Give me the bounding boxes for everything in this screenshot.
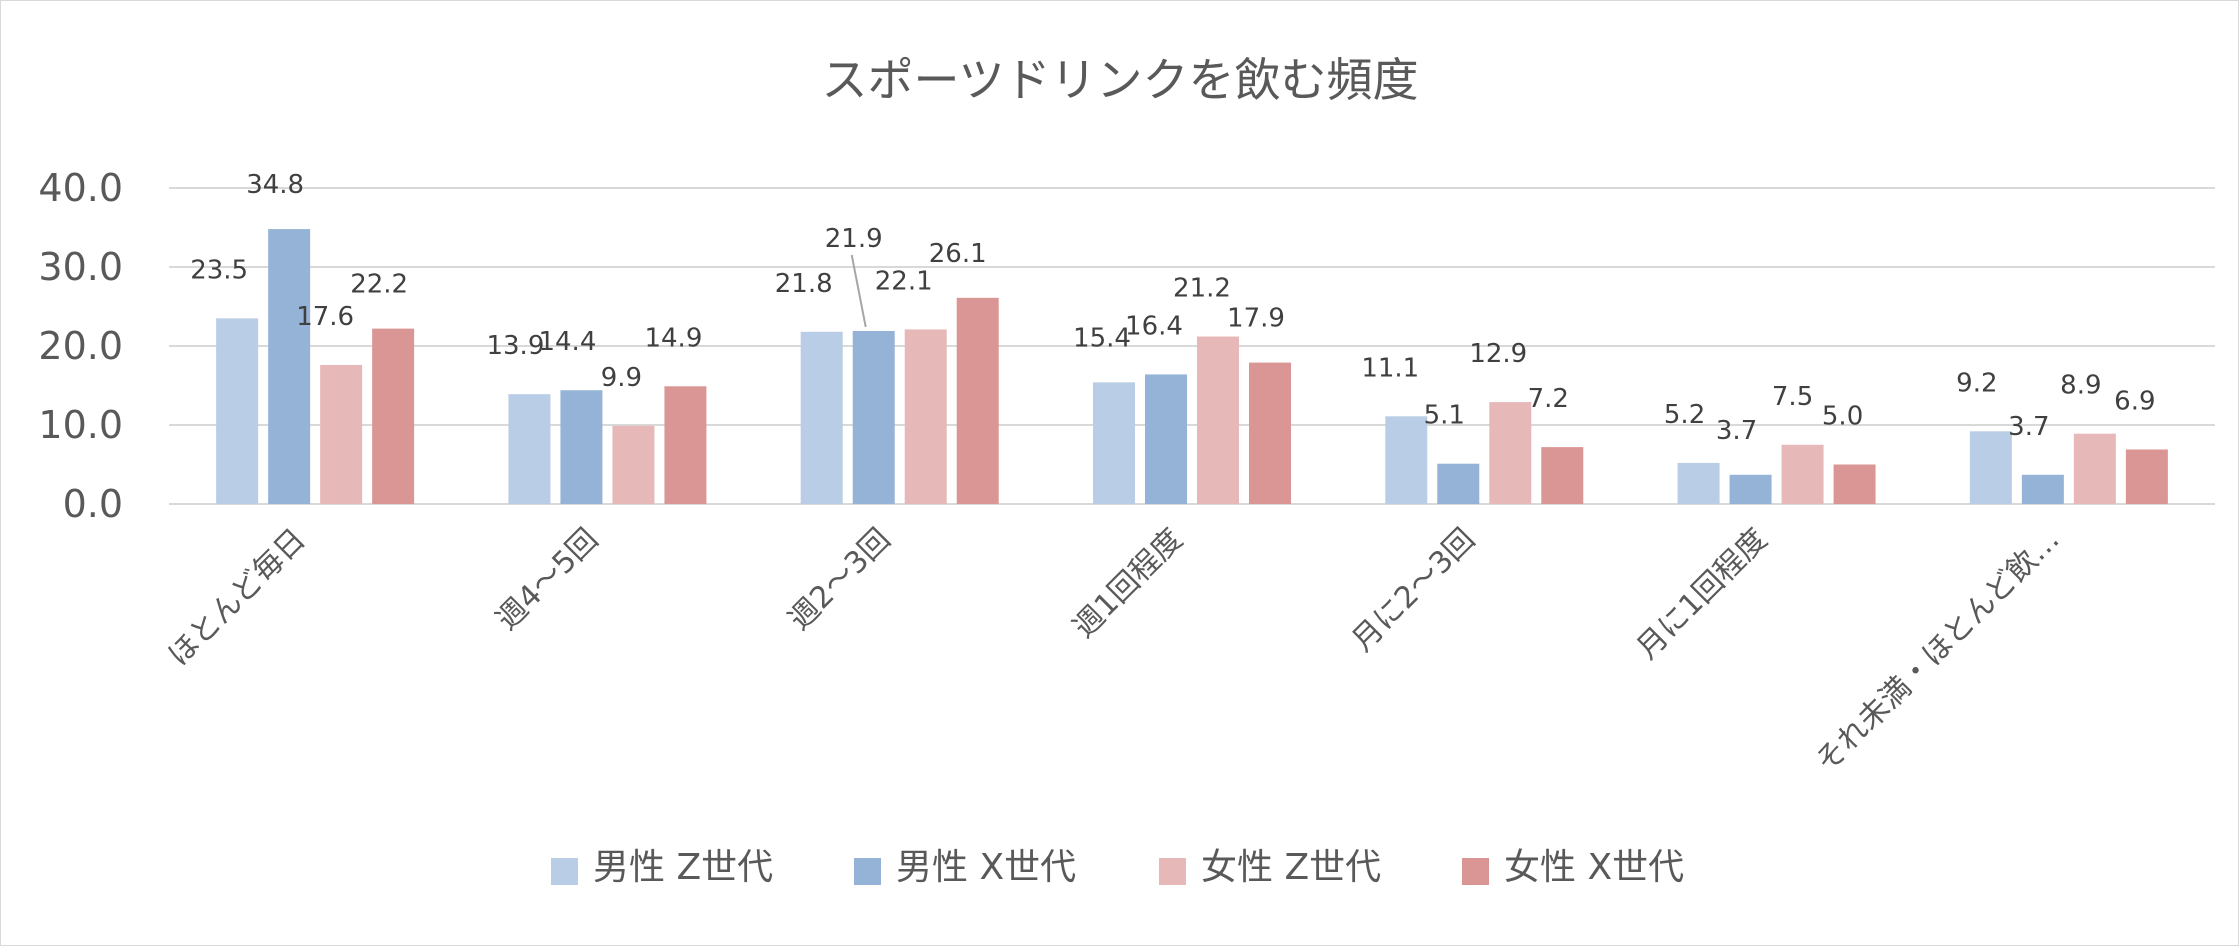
- bar: [1249, 362, 1291, 504]
- data-label: 14.9: [644, 323, 702, 353]
- legend-item: 男性 X世代: [854, 847, 1076, 888]
- gridlines: [169, 187, 2215, 505]
- bar: [2125, 449, 2168, 504]
- bar: [1729, 474, 1772, 504]
- data-labels: 23.5 34.8 17.622.2 13.914.49.914.9 21.8 21.9 2…: [190, 170, 2155, 446]
- legend-item: 女性 X世代: [1462, 847, 1684, 888]
- data-label: 26.1: [929, 239, 987, 269]
- data-label: 13.9: [486, 331, 544, 361]
- data-label: 7.5: [1772, 382, 1813, 412]
- data-label: 14.4: [538, 327, 596, 357]
- x-axis-ticks: ほとんど毎日 週4～5回 週2～3回 週1回程度 月に2～3回 月に1回程度 それ未満・ほと…: [161, 522, 2066, 779]
- x-tick-label: それ未満・ほとんど飲…: [1809, 522, 2066, 779]
- legend-swatch: [1159, 858, 1186, 885]
- y-tick-label: 20.0: [38, 324, 123, 368]
- bar: [800, 331, 843, 504]
- bar: [1677, 462, 1720, 504]
- bar: [216, 318, 259, 504]
- data-label: 6.9: [2114, 386, 2155, 416]
- legend-item: 男性 Z世代: [551, 847, 773, 888]
- data-label: 12.9: [1469, 339, 1527, 369]
- data-label: 21.9: [825, 224, 883, 254]
- legend-swatch: [854, 858, 881, 885]
- leader-line: [850, 254, 867, 328]
- data-label: 17.6: [296, 302, 354, 332]
- bar: [508, 394, 551, 504]
- bar: [1437, 463, 1480, 504]
- x-tick-label: 週4～5回: [490, 522, 605, 637]
- bar: [1489, 402, 1532, 504]
- x-tick-label: 週1回程度: [1067, 522, 1190, 645]
- data-label: 9.2: [1956, 368, 1997, 398]
- data-label: 8.9: [2060, 371, 2101, 401]
- bar: [1145, 374, 1187, 504]
- legend-label: 男性 Z世代: [593, 847, 773, 888]
- bar: [612, 425, 655, 504]
- bar: [268, 229, 311, 504]
- x-tick-label: 週2～3回: [782, 522, 897, 637]
- data-label: 15.4: [1073, 323, 1131, 353]
- x-tick-label: ほとんど毎日: [161, 522, 312, 673]
- y-tick-label: 30.0: [38, 245, 123, 289]
- data-label: 5.1: [1424, 401, 1465, 431]
- data-label: 7.2: [1528, 384, 1569, 414]
- data-label: 11.1: [1361, 353, 1419, 383]
- legend-label: 男性 X世代: [896, 847, 1076, 888]
- bar: [1385, 416, 1428, 504]
- data-label: 23.5: [190, 255, 248, 285]
- legend-swatch: [1462, 858, 1489, 885]
- y-tick-label: 10.0: [38, 403, 123, 447]
- bar: [1541, 447, 1584, 504]
- data-label: 22.1: [875, 266, 933, 296]
- data-label: 3.7: [1716, 416, 1757, 446]
- data-label: 21.8: [775, 269, 833, 299]
- bar: [2073, 433, 2116, 504]
- chart-title: スポーツドリンクを飲む頻度: [821, 53, 1418, 107]
- data-label: 16.4: [1125, 311, 1183, 341]
- bar: [1197, 336, 1239, 504]
- legend-label: 女性 Z世代: [1201, 847, 1381, 888]
- data-label: 5.0: [1822, 402, 1863, 432]
- y-tick-label: 40.0: [38, 166, 123, 210]
- y-axis-ticks: 0.0 10.0 20.0 30.0 40.0: [38, 166, 123, 526]
- data-label: 22.2: [350, 270, 408, 300]
- bar: [2021, 474, 2064, 504]
- bar: [560, 390, 603, 504]
- x-tick-label: 月に2～3回: [1345, 522, 1482, 659]
- bar: [1093, 382, 1135, 504]
- bar: [664, 386, 707, 504]
- bar: [904, 329, 947, 504]
- x-tick-label: 月に1回程度: [1630, 522, 1774, 666]
- y-tick-label: 0.0: [63, 482, 123, 526]
- data-label: 5.2: [1664, 400, 1705, 430]
- bars: [216, 229, 2168, 504]
- data-label: 9.9: [601, 363, 642, 393]
- bar: [1781, 444, 1824, 504]
- bar: [956, 297, 999, 504]
- data-label: 17.9: [1227, 304, 1285, 334]
- data-label: 34.8: [246, 170, 304, 200]
- legend-label: 女性 X世代: [1504, 847, 1684, 888]
- bar: [372, 328, 415, 504]
- bar: [320, 364, 363, 504]
- bar: [852, 330, 895, 504]
- data-label: 3.7: [2008, 412, 2049, 442]
- data-label: 21.2: [1173, 274, 1231, 304]
- legend-item: 女性 Z世代: [1159, 847, 1381, 888]
- bar: [1833, 464, 1876, 504]
- bar: [1969, 431, 2012, 504]
- legend: 男性 Z世代 男性 X世代 女性 Z世代 女性 X世代: [551, 847, 1684, 888]
- legend-swatch: [551, 858, 578, 885]
